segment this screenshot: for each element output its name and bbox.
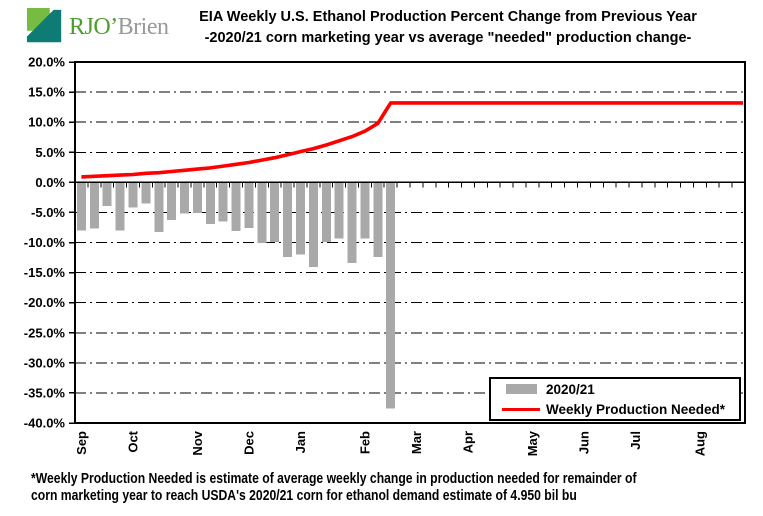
- legend-item-line: Weekly Production Needed*: [502, 399, 739, 419]
- plot-border: [74, 61, 746, 424]
- y-tick-label: 5.0%: [35, 145, 65, 160]
- y-tick-label: -10.0%: [24, 235, 66, 250]
- y-tick-label: 10.0%: [28, 115, 65, 130]
- x-month-label: May: [525, 430, 540, 456]
- bar: [386, 182, 396, 409]
- bar: [218, 182, 228, 222]
- y-tick-label: -5.0%: [31, 205, 65, 220]
- y-tick-label: -25.0%: [24, 325, 66, 340]
- bar: [102, 182, 112, 206]
- x-month-label: Jul: [628, 431, 643, 450]
- bar: [321, 182, 331, 242]
- logo-teal-shape: [27, 9, 62, 43]
- x-month-label: Mar: [409, 431, 424, 454]
- chart-title-line2: -2020/21 corn marketing year vs average …: [204, 30, 692, 46]
- bar: [334, 182, 344, 239]
- bar: [270, 182, 280, 242]
- legend: 2020/21 Weekly Production Needed*: [489, 377, 741, 421]
- y-tick-label: -40.0%: [24, 416, 66, 431]
- bar: [167, 182, 177, 221]
- footnote-line1: *Weekly Production Needed is estimate of…: [31, 471, 637, 487]
- bar: [308, 182, 318, 268]
- bar: [89, 182, 99, 229]
- footnote: *Weekly Production Needed is estimate of…: [31, 471, 753, 504]
- bar: [296, 182, 305, 255]
- rjobrien-logo: RJO’Brien: [27, 8, 169, 46]
- bar: [180, 182, 189, 214]
- bar: [205, 182, 215, 224]
- y-tick-label: 15.0%: [28, 85, 65, 100]
- y-tick-label: 0.0%: [35, 175, 65, 190]
- y-tick-label: -30.0%: [24, 355, 66, 370]
- bar: [115, 182, 125, 231]
- bar: [76, 182, 86, 231]
- chart-title-line1: EIA Weekly U.S. Ethanol Production Perce…: [199, 9, 697, 25]
- x-month-label: Aug: [692, 431, 707, 456]
- rjobrien-logo-icon: [27, 8, 62, 43]
- x-month-label: Sep: [74, 431, 89, 455]
- bar: [373, 182, 383, 257]
- legend-item-bars: 2020/21: [502, 379, 739, 399]
- bar: [128, 182, 138, 208]
- y-tick-label: -20.0%: [24, 295, 66, 310]
- logo-green-shape: [27, 8, 50, 31]
- footnote-line2: corn marketing year to reach USDA's 2020…: [31, 487, 577, 504]
- bar: [192, 182, 202, 213]
- legend-line-swatch: [502, 407, 540, 411]
- legend-bar-label: 2020/21: [546, 381, 595, 397]
- legend-line-label: Weekly Production Needed*: [546, 401, 726, 417]
- y-tick-label: 20.0%: [28, 55, 65, 70]
- chart-title: EIA Weekly U.S. Ethanol Production Perce…: [148, 7, 748, 49]
- logo-text-gray: Brien: [117, 13, 169, 40]
- bar: [360, 182, 370, 239]
- needed-line: [81, 101, 743, 179]
- y-tick-label: -35.0%: [24, 385, 66, 400]
- x-month-label: Jun: [576, 431, 591, 454]
- bar: [244, 182, 254, 228]
- x-month-label: Feb: [357, 431, 372, 454]
- x-month-label: Oct: [126, 430, 141, 452]
- bar: [347, 182, 357, 263]
- x-month-label: Dec: [241, 431, 256, 455]
- logo-wordmark: RJO’Brien: [69, 14, 169, 41]
- x-month-label: Nov: [190, 430, 205, 455]
- legend-bar-swatch: [506, 384, 537, 394]
- y-tick-label: -15.0%: [24, 265, 66, 280]
- bar: [141, 182, 151, 204]
- bar: [283, 182, 293, 257]
- bar: [257, 182, 267, 244]
- x-month-label: Jan: [293, 431, 308, 453]
- bar: [154, 182, 164, 233]
- bar: [231, 182, 241, 231]
- logo-text-green: RJO’: [69, 13, 118, 40]
- x-month-label: Apr: [461, 431, 476, 453]
